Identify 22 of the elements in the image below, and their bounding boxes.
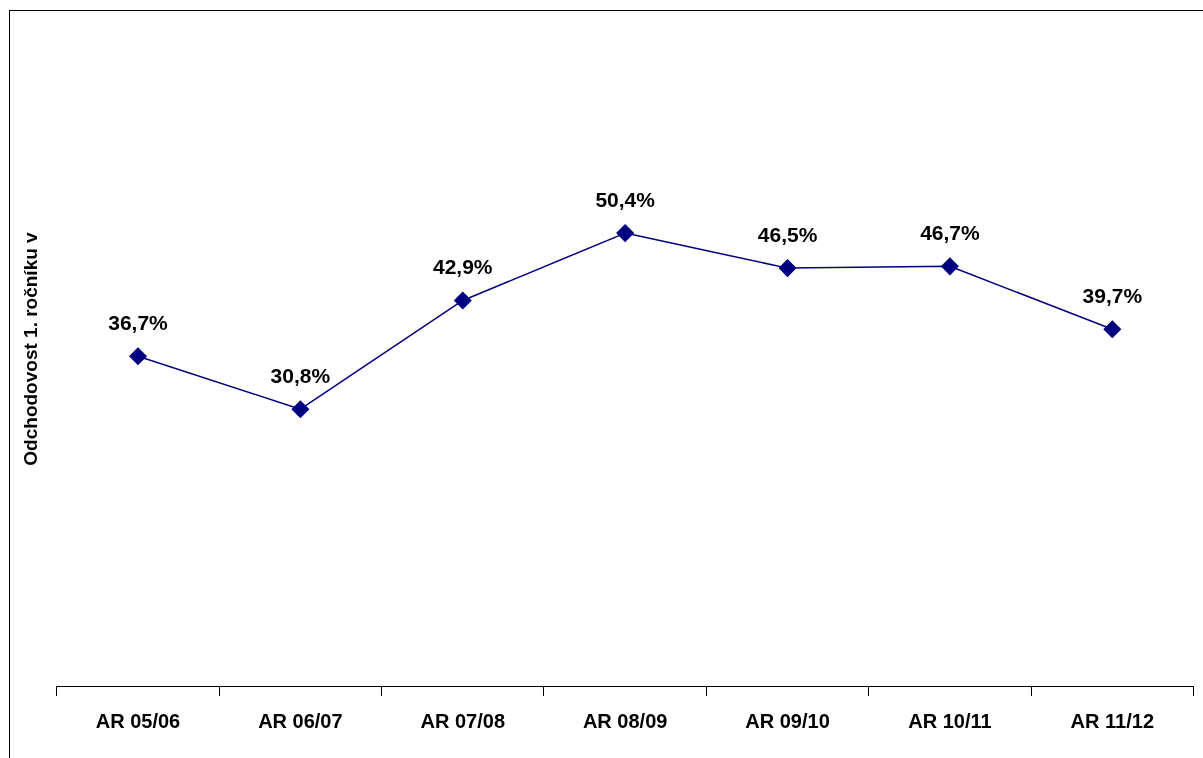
point	[291, 400, 310, 418]
data-label: 46,7%	[920, 221, 981, 245]
point	[941, 257, 959, 276]
x-tick-label: AR 07/08	[420, 709, 506, 732]
data-label: 39,7%	[1082, 284, 1143, 308]
data-label: 42,9%	[432, 255, 493, 279]
point	[1103, 320, 1122, 338]
data-label: 50,4%	[595, 188, 656, 212]
point	[778, 259, 797, 277]
point	[129, 347, 147, 365]
x-tick-label: AR 08/09	[582, 709, 668, 732]
x-tick-label: AR 11/12	[1070, 709, 1154, 732]
data-label: 46,5%	[757, 223, 818, 247]
x-tick-label: AR 10/11	[908, 709, 992, 732]
y-axis-title: Odchodovost 1. ročníku v	[19, 231, 41, 466]
data-label: 30,8%	[270, 364, 331, 388]
x-tick-label: AR 05/06	[95, 709, 181, 732]
data-label: 36,7%	[108, 311, 169, 335]
x-tick-label: AR 09/10	[745, 709, 830, 732]
point	[616, 224, 634, 242]
point	[454, 291, 472, 310]
x-tick-label: AR 06/07	[258, 709, 343, 732]
